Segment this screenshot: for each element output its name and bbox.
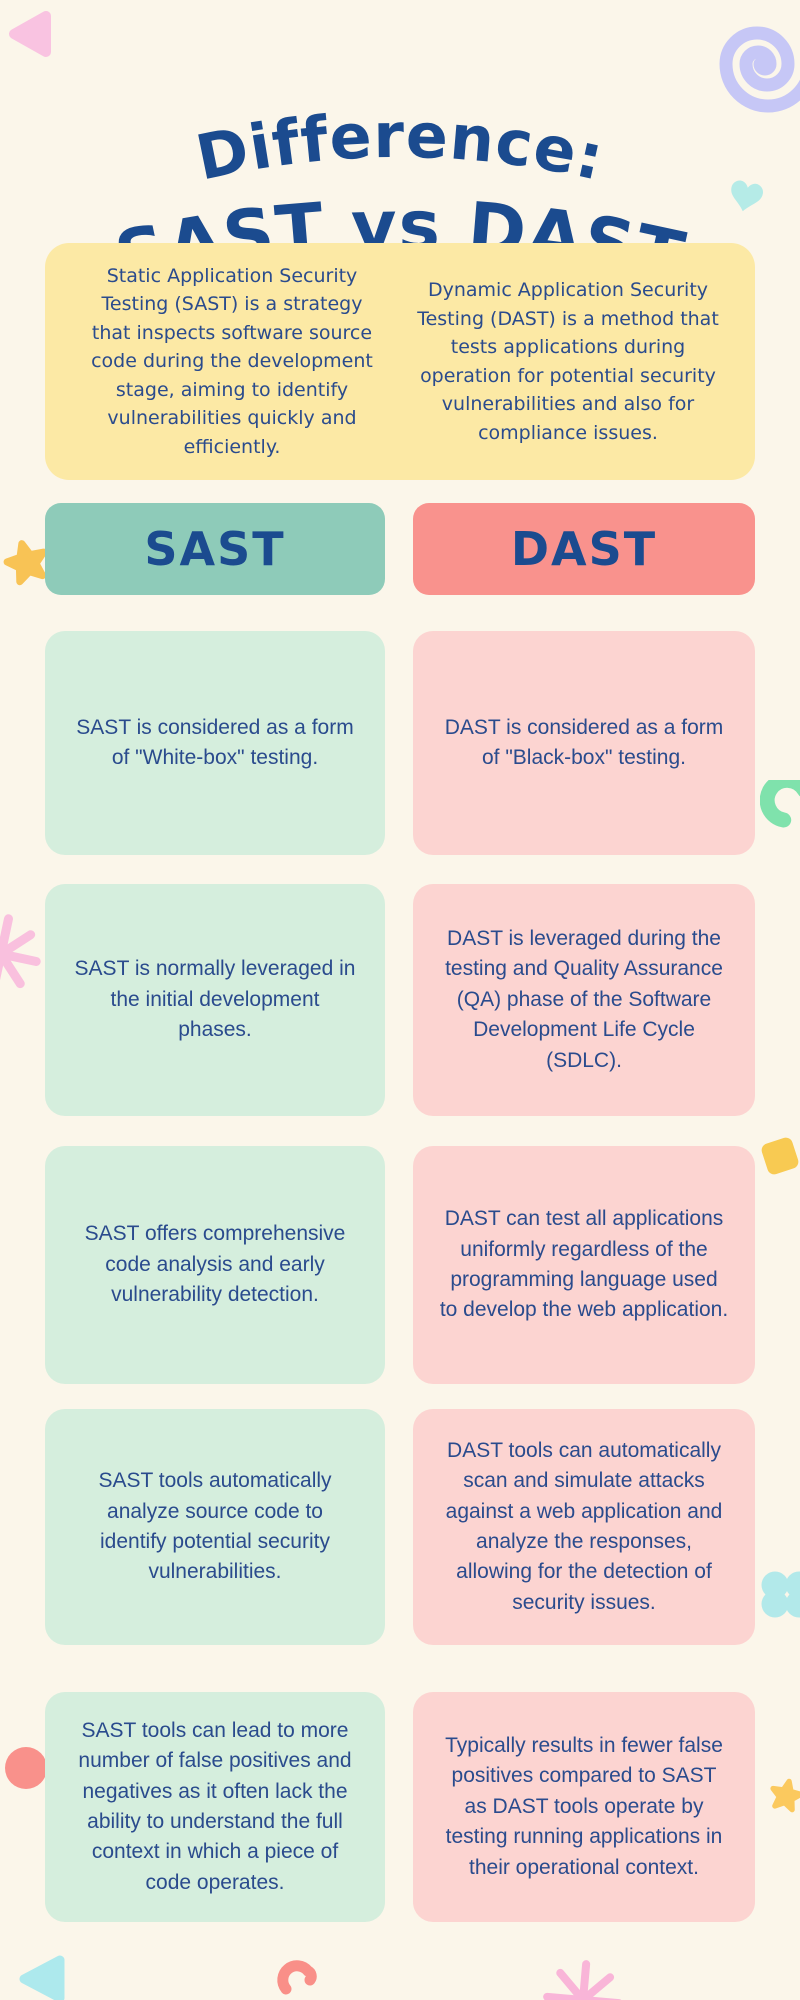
cell-text: SAST tools can lead to more number of fa… [78,1718,352,1894]
cell-text: SAST offers comprehensive code analysis … [84,1222,346,1307]
green-arc-icon [760,780,800,828]
dast-column-header: DAST [413,503,755,595]
sast-column-header: SAST [45,503,385,595]
comparison-cell-dast-row3: DAST can test all applications uniformly… [413,1146,755,1384]
salmon-hook-icon [277,1960,317,1995]
small-star-icon [770,1778,800,1813]
clover-icon [761,1571,800,1618]
comparison-cell-dast-row1: DAST is considered as a form of "Black-b… [413,631,755,855]
cyan-triangle-icon [19,1955,65,2000]
comparison-cell-dast-row4: DAST tools can automatically scan and si… [413,1409,755,1645]
comparison-cell-dast-row2: DAST is leveraged during the testing and… [413,884,755,1116]
salmon-circle-icon [5,1747,47,1789]
comparison-cell-sast-row3: SAST offers comprehensive code analysis … [45,1146,385,1384]
comparison-cell-sast-row5: SAST tools can lead to more number of fa… [45,1692,385,1922]
cell-text: DAST is leveraged during the testing and… [445,926,723,1072]
pink-asterisk-bottom-icon [543,1960,623,2000]
comparison-cell-sast-row1: SAST is considered as a form of "White-b… [45,631,385,855]
cell-text: SAST is considered as a form of "White-b… [76,715,354,769]
cell-text: Typically results in fewer false positiv… [445,1733,723,1879]
comparison-cell-sast-row4: SAST tools automatically analyze source … [45,1409,385,1645]
dast-header-label: DAST [510,522,658,576]
comparison-cell-sast-row2: SAST is normally leveraged in the initia… [45,884,385,1116]
cell-text: DAST can test all applications uniformly… [439,1207,729,1322]
intro-sast-text: Static Application Security Testing (SAS… [91,264,373,458]
cell-text: SAST is normally leveraged in the initia… [74,957,356,1042]
intro-dast-text: Dynamic Application Security Testing (DA… [417,279,719,444]
yellow-square-icon [759,1135,800,1177]
comparison-cell-dast-row5: Typically results in fewer false positiv… [413,1692,755,1922]
title-line1: Difference: [190,99,611,195]
asterisk-icon [0,914,41,994]
intro-box: Static Application Security Testing (SAS… [45,243,755,480]
cell-text: DAST tools can automatically scan and si… [445,1438,723,1614]
cell-text: DAST is considered as a form of "Black-b… [444,715,724,769]
cell-text: SAST tools automatically analyze source … [98,1469,332,1584]
sast-header-label: SAST [144,522,286,576]
